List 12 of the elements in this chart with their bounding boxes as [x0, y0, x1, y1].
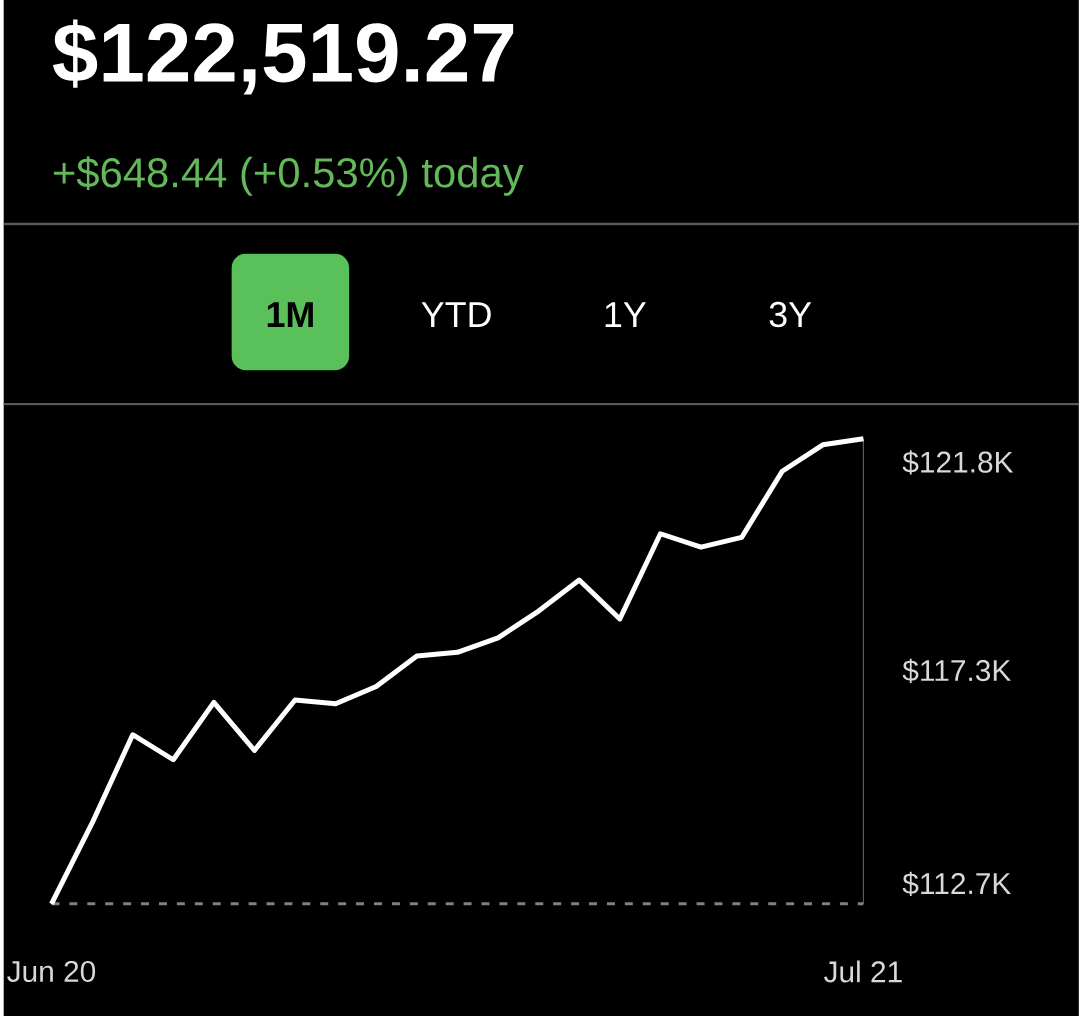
text: 3Y — [769, 301, 812, 328]
text: 1Y — [605, 302, 646, 327]
chart-title: $122,519.27 — [52, 19, 514, 95]
y-tick-label: $112.7K — [902, 871, 1011, 896]
x-tick-label: Jul 21 — [824, 960, 902, 983]
text: YTD — [421, 302, 491, 327]
y-tick-label: $117.3K — [902, 658, 1011, 683]
line-series — [48, 436, 866, 907]
text: 1M — [267, 302, 313, 327]
x-tick-label: Jun 20 — [7, 960, 96, 982]
chart-subtitle: +$648.44 (+0.53%) today — [53, 156, 524, 196]
y-tick-label: $121.8K — [902, 450, 1014, 475]
